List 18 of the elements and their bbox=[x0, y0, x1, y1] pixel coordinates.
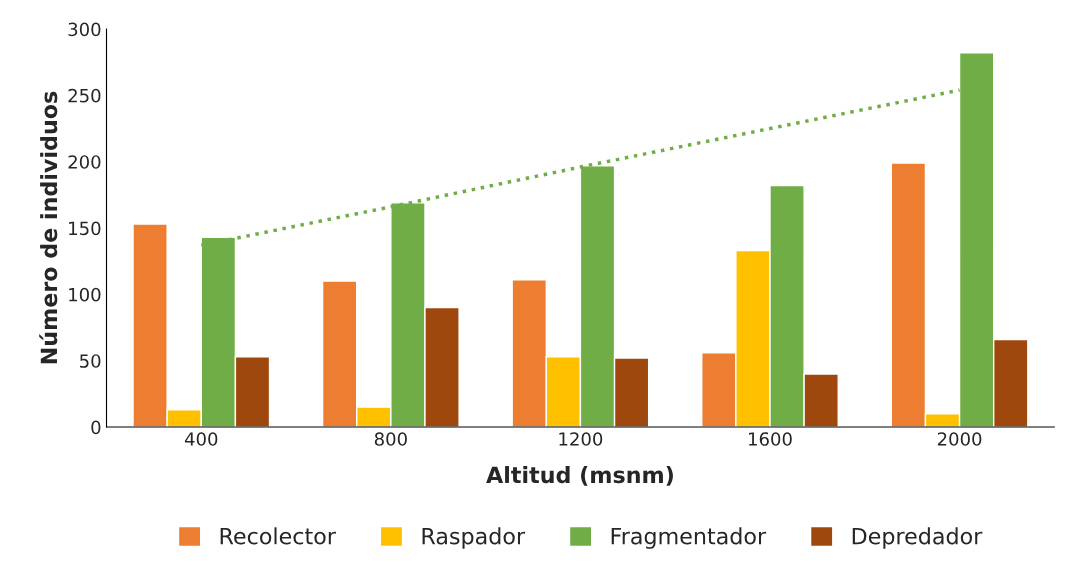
y-tick-label: 300 bbox=[68, 22, 101, 37]
y-tick-label: 250 bbox=[68, 88, 101, 103]
x-tick-label: 2000 bbox=[937, 432, 982, 446]
legend-label: Depredador bbox=[852, 527, 983, 549]
y-tick-label: 150 bbox=[69, 221, 101, 236]
y-tick-label: 100 bbox=[69, 287, 101, 302]
legend-label: Fragmentador bbox=[611, 527, 767, 549]
x-tick-label: 400 bbox=[184, 432, 218, 446]
x-tick-label: 1200 bbox=[559, 432, 603, 446]
y-tick-label: 50 bbox=[80, 354, 101, 368]
x-tick-label: 800 bbox=[374, 432, 407, 446]
y-axis-title: Número de individuos bbox=[39, 91, 58, 364]
x-tick-label: 1600 bbox=[749, 432, 792, 446]
y-tick-label: 200 bbox=[68, 155, 101, 169]
y-tick-label: 0 bbox=[91, 420, 101, 435]
legend-label: Recolector bbox=[220, 527, 336, 545]
legend-label: Raspador bbox=[422, 527, 526, 549]
x-axis-title: Altitud (msnm) bbox=[486, 466, 673, 486]
